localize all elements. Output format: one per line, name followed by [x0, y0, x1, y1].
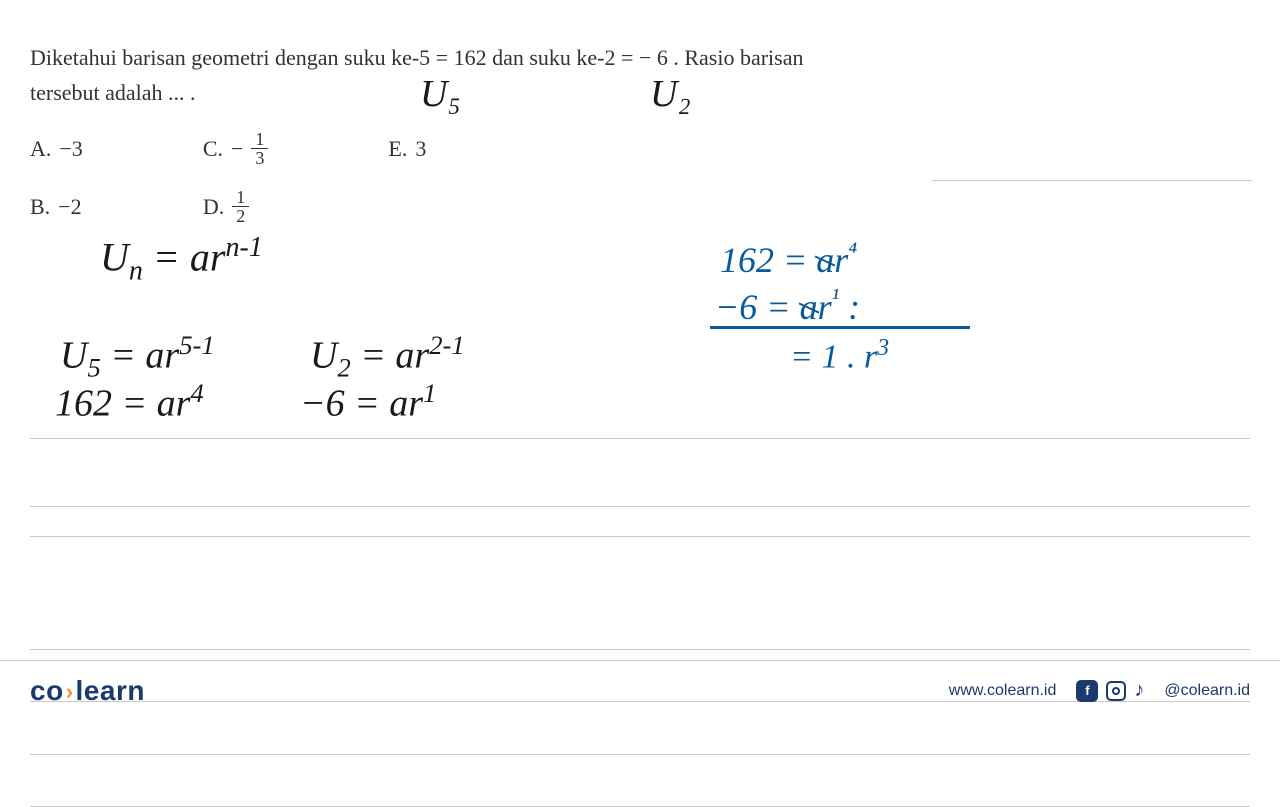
option-e-val: 3 — [415, 131, 426, 166]
frac-den: 3 — [251, 149, 268, 167]
page-footer: co›learn www.colearn.id f ♪ @colearn.id — [0, 660, 1280, 720]
option-d: D. 1 2 — [203, 186, 269, 226]
q-val2: = − 6 — [621, 45, 668, 70]
options-row: A. −3 B. −2 C. − 1 3 D. 1 2 E. 3 — [30, 128, 1250, 226]
social-icons: f ♪ — [1076, 679, 1144, 702]
hw-blue-line2: −6 = ar¹ : — [715, 285, 860, 328]
option-c-prefix: − — [231, 131, 243, 166]
option-d-fraction: 1 2 — [232, 188, 249, 225]
hw-u5: U₅ — [420, 72, 461, 116]
logo-co: co — [30, 675, 64, 706]
hw-u5-val: 162 = ar4 — [55, 378, 204, 426]
tiktok-icon: ♪ — [1134, 679, 1144, 702]
q-part2: dan suku ke-2 — [492, 45, 621, 70]
option-b-val: −2 — [58, 189, 81, 224]
short-rule-right — [932, 180, 1252, 181]
q-part3: . Rasio barisan — [673, 45, 803, 70]
brand-logo: co›learn — [30, 675, 145, 707]
footer-handle: @colearn.id — [1164, 682, 1250, 700]
option-b: B. −2 — [30, 186, 83, 226]
hw-blue-l1-exp: ⁴ — [848, 238, 857, 265]
hw-blue-result: = 1 . r3 — [790, 335, 889, 376]
hw-u2: U₂ — [650, 72, 691, 116]
logo-learn: learn — [76, 675, 145, 706]
hw-blue-l2-pre: −6 = — [715, 287, 800, 327]
option-a-val: −3 — [59, 131, 82, 166]
hw-formula: Un = arn-1 — [100, 232, 263, 287]
hw-u2-val: −6 = ar1 — [300, 378, 436, 426]
q-line2: tersebut adalah ... . — [30, 80, 196, 105]
q-val1: = 162 — [436, 45, 487, 70]
hw-u2-eq: U2 = ar2-1 — [310, 330, 465, 383]
hw-blue-l1-pre: 162 = — [720, 240, 816, 280]
hw-blue-l2-exp: ¹ — [832, 285, 840, 312]
footer-url: www.colearn.id — [949, 682, 1057, 700]
q-part1: Diketahui barisan geometri dengan suku k… — [30, 45, 436, 70]
hw-blue-division-line — [710, 326, 970, 329]
frac-num: 1 — [232, 188, 249, 207]
option-e: E. 3 — [388, 128, 426, 168]
instagram-icon — [1106, 681, 1126, 701]
logo-dot-icon: › — [66, 679, 74, 704]
option-c-fraction: 1 3 — [251, 130, 268, 167]
hw-blue-l2-post: : — [848, 287, 860, 327]
facebook-icon: f — [1076, 680, 1098, 702]
frac-den: 2 — [232, 207, 249, 225]
frac-num: 1 — [251, 130, 268, 149]
footer-right: www.colearn.id f ♪ @colearn.id — [949, 679, 1250, 702]
option-c: C. − 1 3 — [203, 128, 269, 168]
option-a: A. −3 — [30, 128, 83, 168]
hw-u5-eq: U5 = ar5-1 — [60, 330, 215, 383]
question-text: Diketahui barisan geometri dengan suku k… — [30, 40, 1250, 110]
hw-blue-line1: 162 = ar⁴ — [720, 238, 857, 281]
